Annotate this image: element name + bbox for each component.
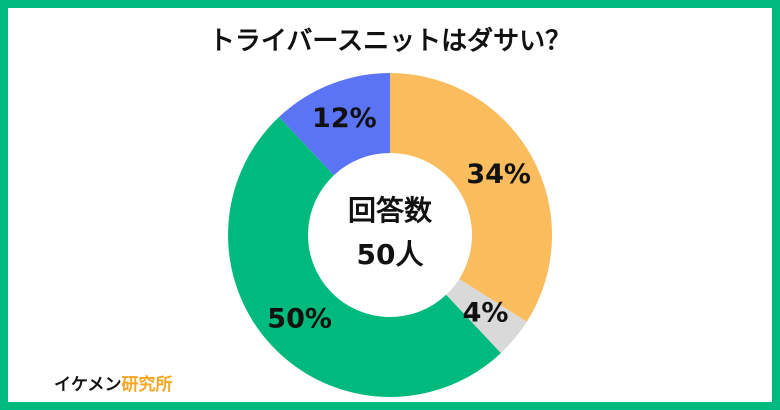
- center-label: 回答数: [348, 194, 433, 227]
- slice: [446, 278, 527, 354]
- watermark-black: イケメン: [54, 375, 122, 395]
- watermark-orange: 研究所: [122, 374, 173, 395]
- value-label: 12%: [312, 103, 377, 134]
- center-value: 50人: [357, 238, 424, 271]
- value-label: 4%: [463, 298, 509, 329]
- watermark: イケメン研究所: [54, 374, 173, 395]
- value-label: 34%: [466, 159, 531, 190]
- slice: [228, 116, 501, 397]
- chart-title: トライバースニットはダサい？: [209, 26, 571, 57]
- slice: [390, 73, 553, 322]
- slice: [279, 73, 390, 176]
- donut: [228, 73, 553, 397]
- value-label: 50%: [267, 303, 332, 334]
